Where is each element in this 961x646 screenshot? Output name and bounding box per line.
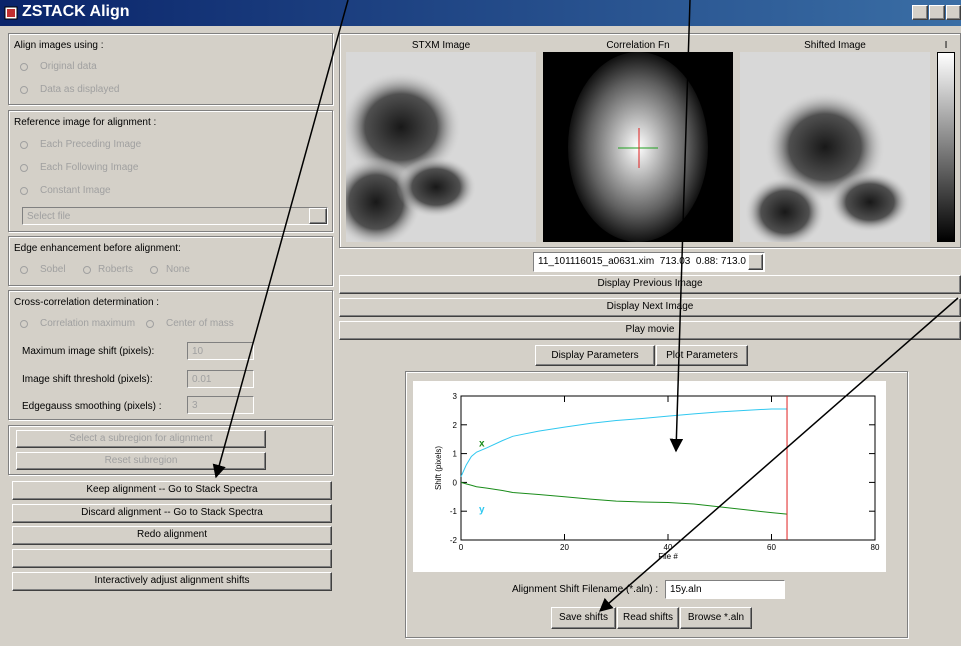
option[interactable]: Correlation maximum — [40, 318, 135, 329]
option[interactable]: Each Preceding Image — [40, 139, 141, 150]
option[interactable]: Constant Image — [40, 185, 111, 196]
button[interactable]: Keep alignment -- Go to Stack Spectra — [12, 481, 332, 500]
x-axis-label: File # — [658, 552, 678, 561]
series-label: y — [479, 504, 485, 515]
image-label: I — [937, 40, 955, 51]
option[interactable]: Original data — [40, 61, 97, 72]
button[interactable]: Select a subregion for alignment — [16, 430, 266, 448]
radio[interactable] — [20, 266, 28, 274]
radio[interactable] — [20, 187, 28, 195]
y-tick-label: 0 — [453, 478, 458, 487]
button[interactable]: Display Previous Image — [339, 275, 961, 294]
filename-label: Alignment Shift Filename (*.aln) : — [512, 584, 658, 595]
y-tick-label: 3 — [453, 392, 458, 401]
window-title: ZSTACK Align — [22, 3, 130, 20]
image-label: STXM Image — [346, 40, 536, 51]
button[interactable]: Discard alignment -- Go to Stack Spectra — [12, 504, 332, 523]
radio[interactable] — [20, 86, 28, 94]
option[interactable]: Each Following Image — [40, 162, 138, 173]
x-tick-label: 60 — [767, 543, 776, 552]
radio[interactable] — [20, 164, 28, 172]
radio[interactable] — [20, 141, 28, 149]
image-label: Shifted Image — [740, 40, 930, 51]
option[interactable]: Sobel — [40, 264, 66, 275]
button[interactable]: Interactively adjust alignment shifts — [12, 572, 332, 591]
series-label: x — [479, 439, 485, 450]
radio[interactable] — [150, 266, 158, 274]
field-label: Edgegauss smoothing (pixels) : — [22, 401, 162, 412]
stxm-image — [346, 52, 536, 242]
group-label: Edge enhancement before alignment: — [14, 243, 181, 254]
x-tick-label: 0 — [459, 543, 464, 552]
button[interactable]: Display Next Image — [339, 298, 961, 317]
field-label: Maximum image shift (pixels): — [22, 346, 154, 357]
option[interactable]: Center of mass — [166, 318, 234, 329]
button[interactable]: Display Parameters — [535, 345, 655, 366]
radio[interactable] — [146, 320, 154, 328]
button[interactable]: Reset subregion — [16, 452, 266, 470]
radio[interactable] — [20, 320, 28, 328]
filename-input[interactable]: 15y.aln — [665, 580, 785, 599]
button[interactable]: Read shifts — [617, 607, 679, 629]
close-button[interactable] — [946, 5, 961, 20]
x-tick-label: 40 — [664, 543, 673, 552]
button[interactable]: Plot Parameters — [656, 345, 748, 366]
option[interactable]: Roberts — [98, 264, 133, 275]
dropdown-arrow[interactable] — [309, 208, 327, 224]
colorbar — [937, 52, 955, 242]
field-label: Image shift threshold (pixels): — [22, 374, 153, 385]
file-dropdown[interactable]: 11_101116015_a0631.xim 713.03 0.88: 713.… — [533, 252, 765, 272]
group-label: Align images using : — [14, 40, 104, 51]
file-select[interactable]: Select file — [22, 207, 328, 225]
radio[interactable] — [83, 266, 91, 274]
radio[interactable] — [20, 63, 28, 71]
shifted-image — [740, 52, 930, 242]
field-input[interactable]: 10 — [187, 342, 254, 360]
plot: 0 20 40 60 80 -2 -1 0 1 2 3 File # Shift (pixels) x y — [413, 381, 886, 572]
y-tick-label: -1 — [450, 507, 458, 516]
group-label: Cross-correlation determination : — [14, 297, 159, 308]
button[interactable]: Play movie — [339, 321, 961, 340]
option[interactable]: None — [166, 264, 190, 275]
y-tick-label: 2 — [453, 421, 458, 430]
minimize-button[interactable] — [912, 5, 928, 20]
field-input[interactable]: 0.01 — [187, 370, 254, 388]
button[interactable]: Save shifts — [551, 607, 616, 629]
app-icon — [4, 6, 18, 20]
group-label: Reference image for alignment : — [14, 117, 156, 128]
title-bar: ZSTACK Align — [0, 0, 961, 26]
dropdown-arrow[interactable] — [748, 254, 763, 270]
x-tick-label: 80 — [871, 543, 880, 552]
field-input[interactable]: 3 — [187, 396, 254, 414]
maximize-button[interactable] — [929, 5, 945, 20]
option[interactable]: Data as displayed — [40, 84, 120, 95]
correlation-image — [543, 52, 733, 242]
button[interactable] — [12, 549, 332, 568]
x-tick-label: 20 — [560, 543, 569, 552]
image-label: Correlation Fn — [543, 40, 733, 51]
y-tick-label: 1 — [453, 450, 458, 459]
y-tick-label: -2 — [450, 536, 458, 545]
file-select-text: Select file — [27, 211, 70, 222]
button[interactable]: Browse *.aln — [680, 607, 752, 629]
button[interactable]: Redo alignment — [12, 526, 332, 545]
page: ZSTACK Align Align images using : Origin… — [0, 0, 961, 646]
y-axis-label: Shift (pixels) — [434, 446, 443, 490]
